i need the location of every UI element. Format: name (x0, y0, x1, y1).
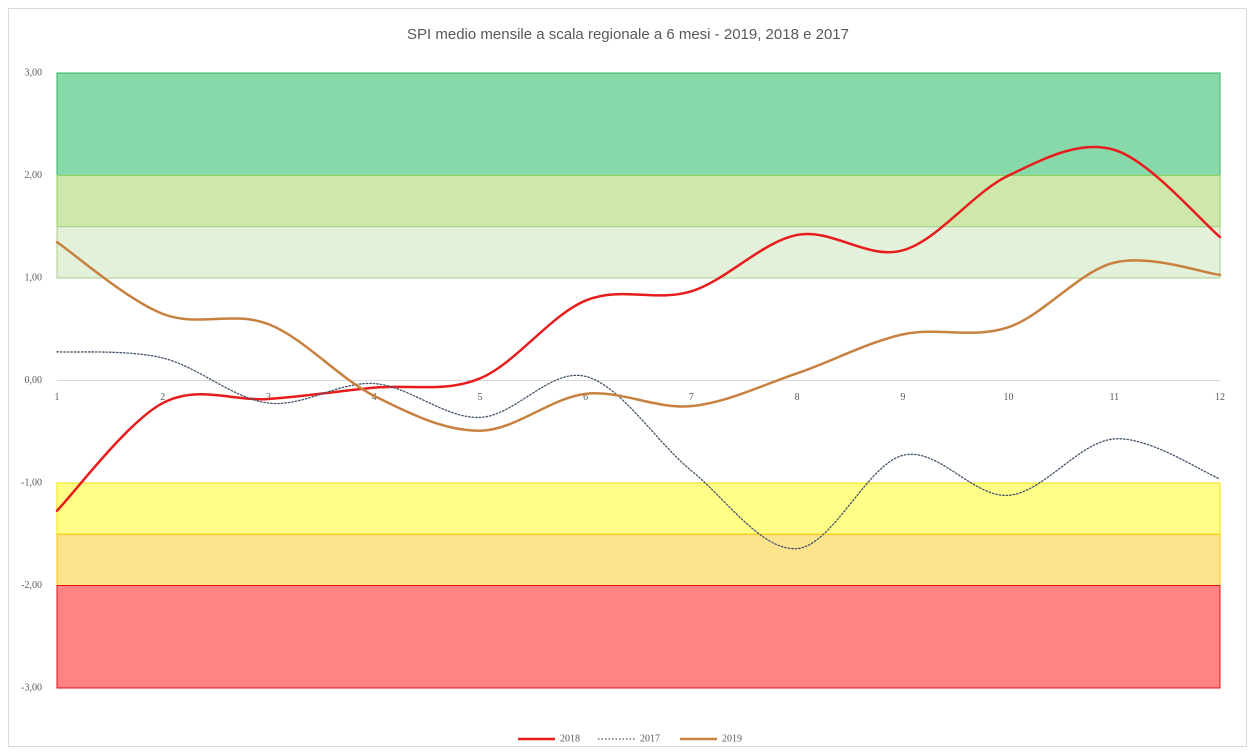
x-tick-label: 6 (583, 392, 588, 403)
x-tick-label: 7 (689, 392, 694, 403)
y-tick-label: 1,00 (25, 272, 43, 283)
y-tick-label: -3,00 (21, 682, 42, 693)
x-tick-label: 2 (160, 392, 165, 403)
y-tick-label: -1,00 (21, 477, 42, 488)
x-tick-label: 11 (1109, 392, 1119, 403)
x-tick-label: 9 (900, 392, 905, 403)
threshold-band (56, 482, 1221, 535)
series-line (55, 240, 1222, 432)
legend-label: 2019 (722, 733, 742, 744)
y-tick-label: -2,00 (21, 580, 42, 591)
legend-label: 2018 (560, 733, 580, 744)
x-tick-label: 12 (1215, 392, 1225, 403)
x-tick-label: 10 (1004, 392, 1014, 403)
x-tick-label: 3 (266, 392, 271, 403)
y-tick-label: 0,00 (25, 375, 43, 386)
threshold-band (56, 533, 1221, 586)
threshold-band (56, 585, 1221, 689)
y-tick-label: 2,00 (25, 170, 43, 181)
x-tick-label: 4 (372, 392, 377, 403)
y-tick-label: 3,00 (25, 67, 43, 78)
threshold-band (56, 72, 1221, 176)
x-tick-label: 1 (55, 392, 60, 403)
threshold-band (56, 226, 1221, 279)
threshold-band (56, 175, 1221, 228)
x-tick-label: 5 (477, 392, 482, 403)
series-line (56, 351, 1221, 550)
series-line (55, 145, 1222, 512)
legend-label: 2017 (640, 733, 660, 744)
chart-title: SPI medio mensile a scala regionale a 6 … (407, 26, 849, 43)
x-tick-label: 8 (795, 392, 800, 403)
